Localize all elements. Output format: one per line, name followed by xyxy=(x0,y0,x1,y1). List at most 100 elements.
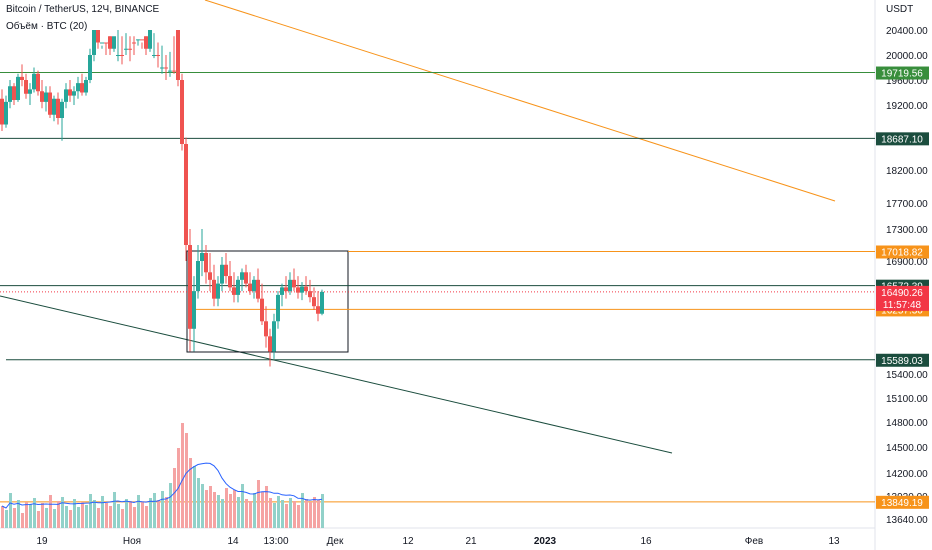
volume-bar xyxy=(253,493,256,528)
candle-body xyxy=(112,36,116,49)
candle-body xyxy=(212,279,216,299)
candle-body xyxy=(176,30,180,80)
volume-bar xyxy=(21,513,24,528)
volume-bar xyxy=(133,507,136,528)
volume-bar xyxy=(77,507,80,528)
candle-body xyxy=(256,279,260,299)
candle-body xyxy=(0,98,4,125)
candle-body xyxy=(44,92,48,102)
volume-bar xyxy=(185,433,188,528)
consolidation-box xyxy=(186,250,349,353)
x-tick-label: 12 xyxy=(402,536,414,547)
volume-bar xyxy=(161,491,164,528)
y-tick-label: 14800.00 xyxy=(886,418,928,429)
candle-body xyxy=(268,336,272,352)
price-level-badge xyxy=(876,66,929,80)
volume-indicator-label[interactable]: Объём · BTC (20) xyxy=(6,21,88,32)
candle-body xyxy=(272,321,276,352)
volume-bar xyxy=(113,492,116,528)
volume-bar xyxy=(85,505,88,528)
bar-countdown-label: 11:57:48 xyxy=(883,300,922,311)
candle-body xyxy=(280,287,284,295)
candle-body xyxy=(308,291,312,298)
candle-body xyxy=(100,42,104,44)
x-tick-label: Дек xyxy=(327,536,344,547)
volume-bar xyxy=(313,497,316,528)
volume-bar xyxy=(189,458,192,528)
candle-body xyxy=(164,67,168,69)
volume-bar xyxy=(237,497,240,528)
volume-bar xyxy=(25,502,28,528)
currency-label: USDT xyxy=(886,4,914,15)
volume-bar xyxy=(121,509,124,528)
volume-bar xyxy=(53,509,56,528)
candle-body xyxy=(88,55,92,80)
volume-bar xyxy=(157,500,160,528)
volume-bar xyxy=(153,493,156,528)
candle-body xyxy=(108,36,112,49)
y-tick-label: 15400.00 xyxy=(886,370,928,381)
candle-body xyxy=(284,287,288,292)
candle-body xyxy=(208,272,212,280)
volume-ma-line xyxy=(1,462,323,509)
resistance-trendline xyxy=(204,0,836,202)
candle-body xyxy=(8,86,12,102)
candle-body xyxy=(72,91,76,96)
volume-bar xyxy=(285,504,288,528)
x-tick-label: Ноя xyxy=(123,536,141,547)
volume-bar xyxy=(205,490,208,528)
candle-body xyxy=(312,297,316,307)
volume-bar xyxy=(173,468,176,528)
candle-body xyxy=(264,321,268,337)
candle-body xyxy=(248,283,252,292)
candle-body xyxy=(60,101,64,118)
candle-body xyxy=(260,298,264,322)
price-level-label: 13849.19 xyxy=(881,498,923,509)
y-tick-label: 16900.00 xyxy=(886,257,928,268)
volume-bar xyxy=(317,500,320,528)
candle-body xyxy=(232,287,236,295)
candle-body xyxy=(40,91,44,102)
volume-bar xyxy=(193,466,196,528)
candle-body xyxy=(12,86,16,100)
candle-body xyxy=(148,30,152,49)
candle-body xyxy=(32,73,36,90)
candle-body xyxy=(132,42,136,44)
candle-body xyxy=(128,48,132,50)
volume-bar xyxy=(209,486,212,528)
volume-bar xyxy=(93,500,96,528)
volume-bar xyxy=(117,504,120,528)
candle-body xyxy=(92,30,96,55)
volume-bar xyxy=(269,498,272,528)
volume-bar xyxy=(81,502,84,528)
volume-bar xyxy=(245,499,248,528)
candle-body xyxy=(152,55,156,56)
candle-body xyxy=(276,294,280,322)
symbol-title[interactable]: Bitcoin / TetherUS, 12Ч, BINANCE xyxy=(6,4,160,15)
candle-body xyxy=(4,101,8,125)
volume-bar xyxy=(181,423,184,528)
volume-bar xyxy=(149,498,152,528)
volume-bar xyxy=(65,506,68,528)
volume-bar xyxy=(305,499,308,528)
candle-body xyxy=(84,80,88,93)
volume-bar xyxy=(169,483,172,528)
price-level-label: 19719.56 xyxy=(881,69,923,80)
volume-bar xyxy=(61,497,64,528)
candle-body xyxy=(144,36,148,49)
volume-bar xyxy=(37,511,40,528)
candle-body xyxy=(68,89,72,96)
candle-body xyxy=(120,55,124,56)
volume-bar xyxy=(301,493,304,528)
candle-body xyxy=(28,89,32,94)
candle-body xyxy=(116,55,120,56)
price-level-badge xyxy=(876,245,929,259)
volume-bar xyxy=(249,501,252,528)
volume-bar xyxy=(69,510,72,528)
volume-bar xyxy=(109,506,112,528)
price-level-label: 16257.30 xyxy=(881,305,923,316)
candle-body xyxy=(80,83,84,93)
candle-body xyxy=(224,264,228,277)
price-level-label: 15589.03 xyxy=(881,356,923,367)
